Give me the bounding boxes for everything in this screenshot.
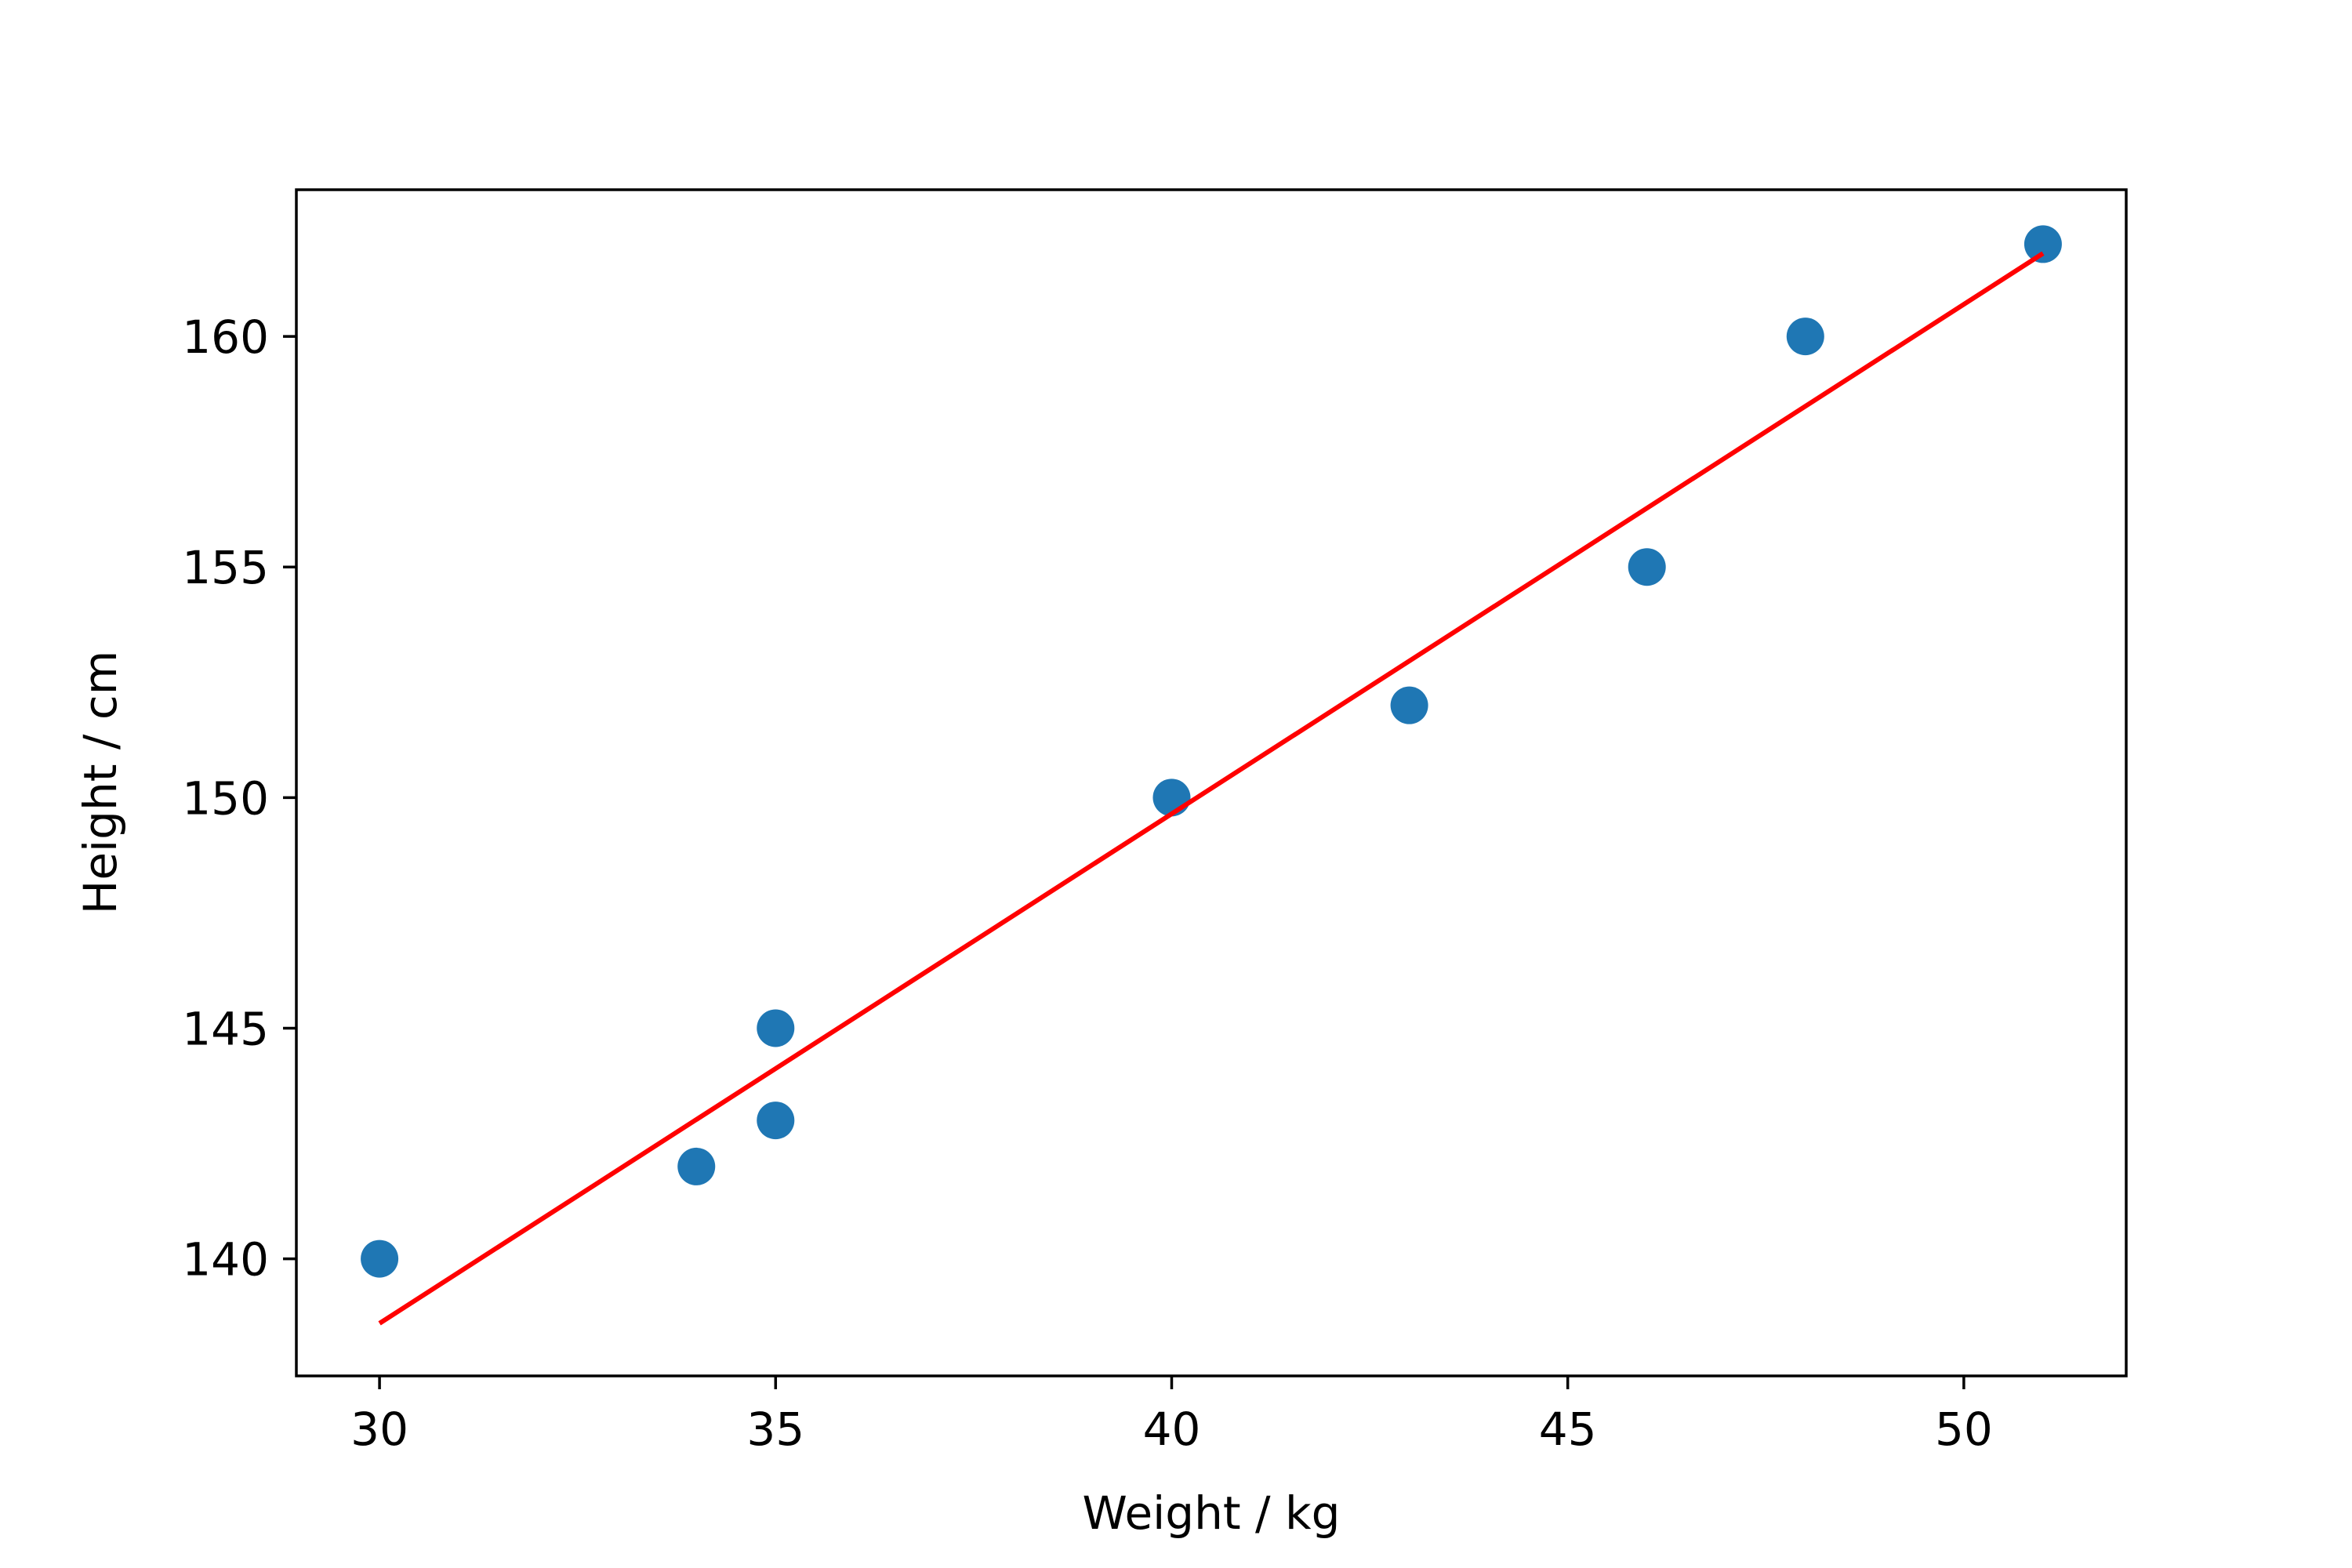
- axes-frame: [295, 188, 2128, 1377]
- y-tick-label: 140: [182, 1233, 269, 1287]
- x-tick-label: 45: [1539, 1403, 1597, 1456]
- x-tick-label: 30: [350, 1403, 408, 1456]
- y-axis-label: Height / cm: [74, 651, 127, 915]
- ticks-layer: 30 35 40 45 50 140 145 150 155 160: [182, 310, 1992, 1456]
- data-point: [1390, 686, 1428, 724]
- marks-layer: [361, 225, 2062, 1326]
- data-point: [677, 1147, 716, 1185]
- x-axis-label: Weight / kg: [1083, 1486, 1341, 1540]
- trend-line: [378, 251, 2045, 1326]
- x-tick-label: 50: [1935, 1403, 1993, 1456]
- data-point: [1628, 548, 1666, 586]
- y-tick-label: 145: [182, 1002, 269, 1055]
- y-tick-label: 155: [182, 541, 269, 594]
- data-point: [757, 1009, 795, 1047]
- y-tick-label: 150: [182, 771, 269, 825]
- data-point: [1152, 779, 1191, 817]
- data-point: [2024, 225, 2062, 263]
- data-point: [1786, 318, 1824, 356]
- data-point: [361, 1240, 399, 1278]
- data-point: [757, 1102, 795, 1140]
- y-tick-label: 160: [182, 310, 269, 364]
- x-tick-label: 35: [746, 1403, 804, 1456]
- x-tick-label: 40: [1143, 1403, 1201, 1456]
